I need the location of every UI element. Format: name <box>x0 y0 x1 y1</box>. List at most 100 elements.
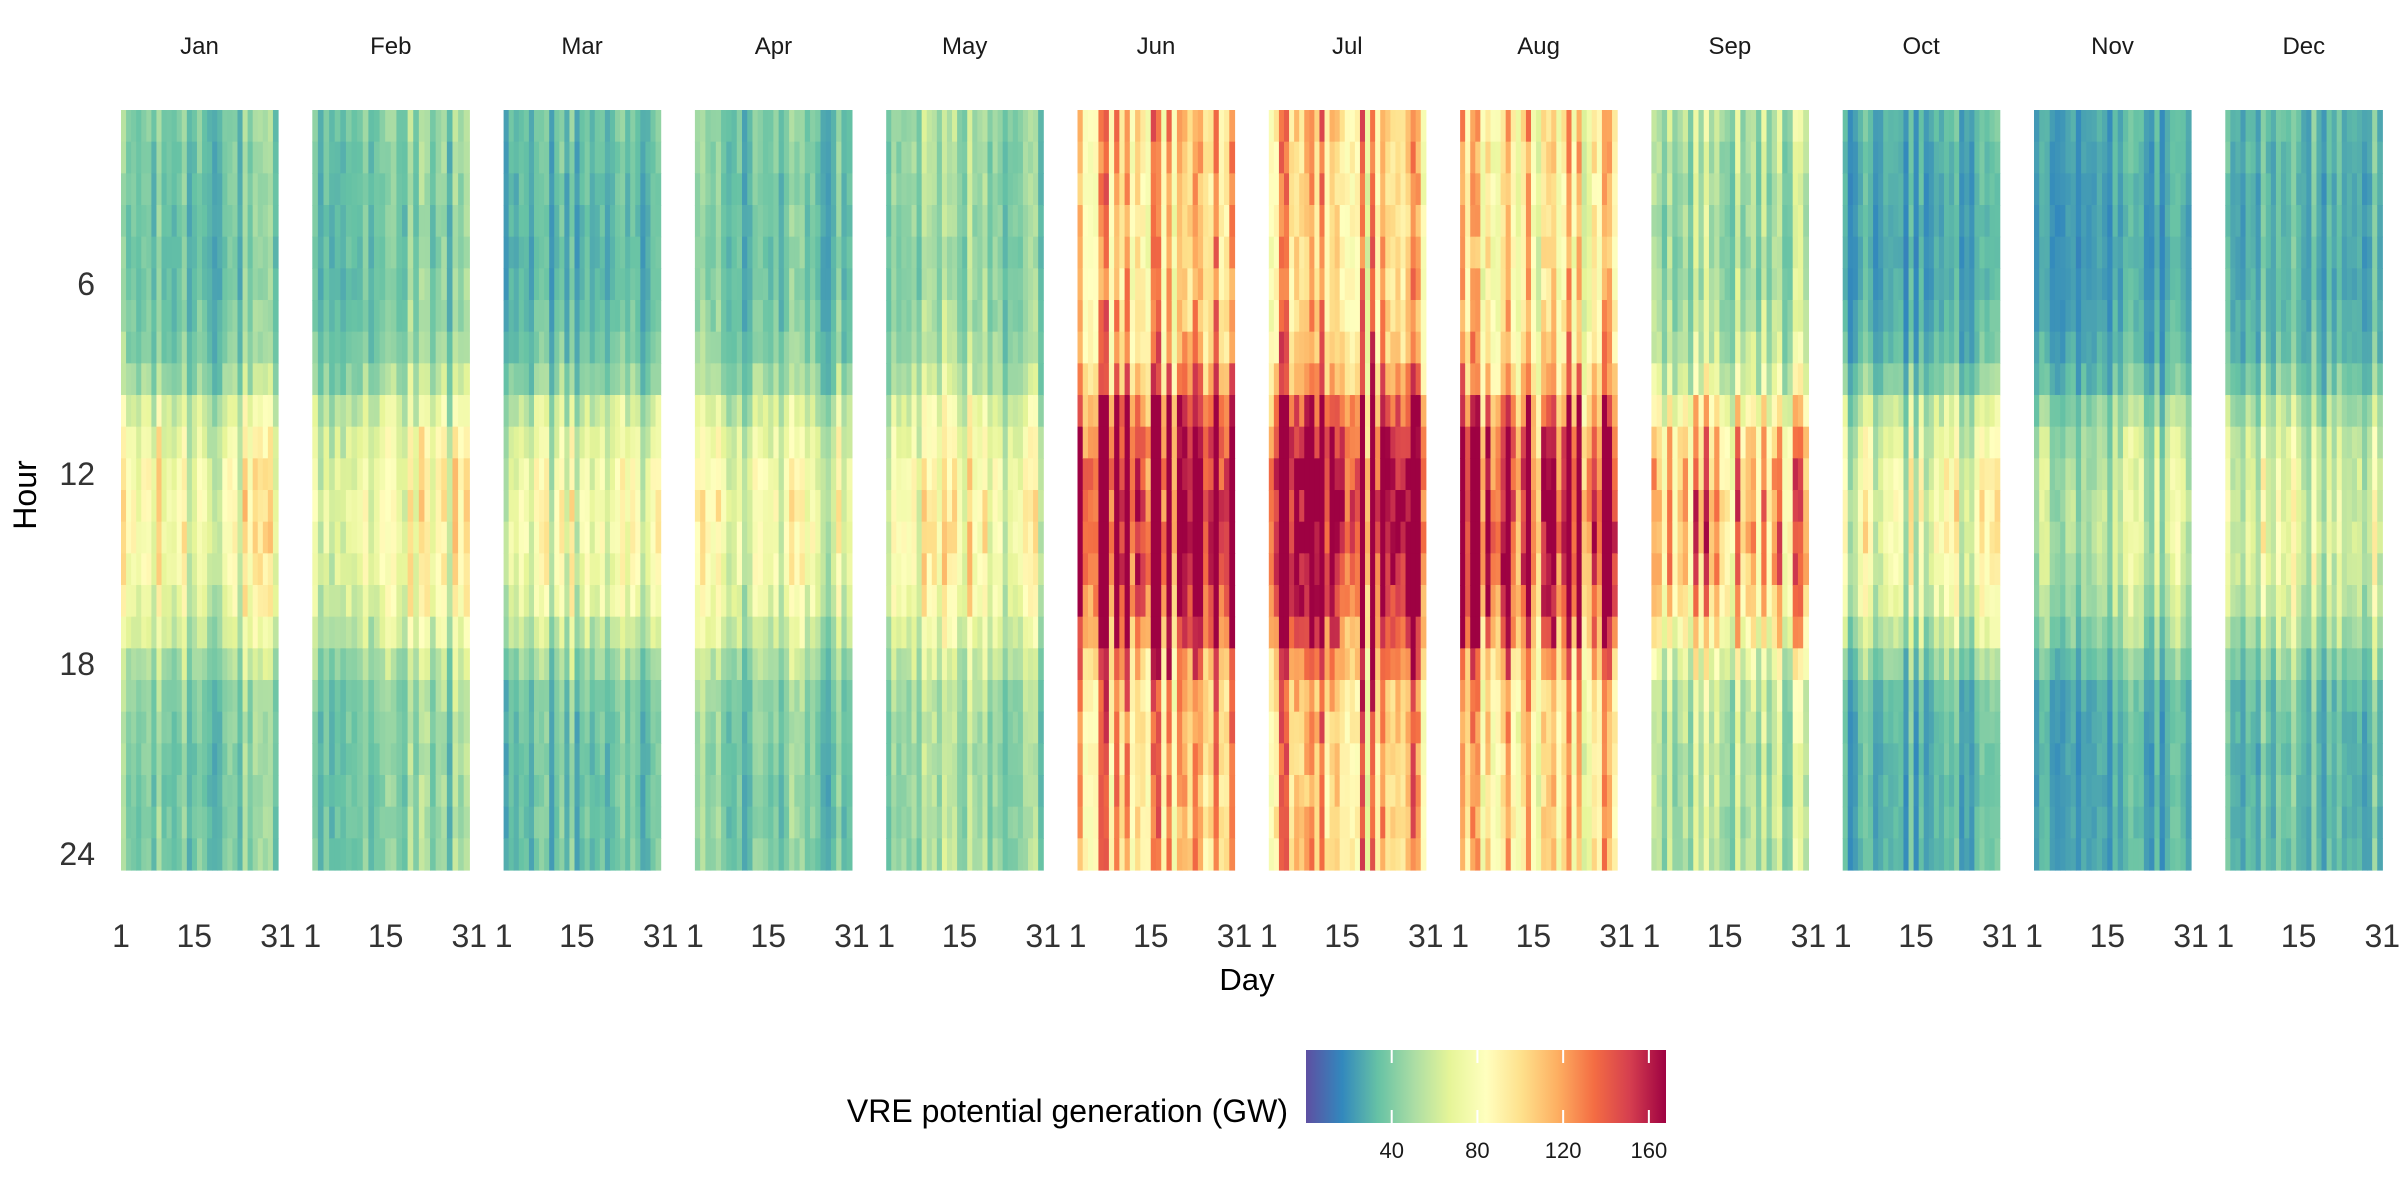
heat-cell <box>1229 711 1236 744</box>
heat-cell <box>742 553 748 586</box>
heat-cell <box>982 680 989 713</box>
heat-cell <box>1033 680 1039 713</box>
heat-cell <box>503 490 510 523</box>
heat-cell <box>1273 395 1280 428</box>
heat-cell <box>1208 616 1215 649</box>
heat-cell <box>901 806 908 839</box>
heat-cell <box>1182 268 1188 301</box>
heat-cell <box>820 236 827 269</box>
heat-cell <box>508 743 515 776</box>
heat-cell <box>1324 711 1331 744</box>
heat-cell <box>721 838 727 871</box>
heat-cell <box>640 141 646 174</box>
heat-cell <box>379 553 386 586</box>
heat-cell <box>1129 268 1136 301</box>
heat-cell <box>799 363 806 396</box>
heat-cell <box>262 490 269 523</box>
heat-cell <box>373 300 381 333</box>
heat-cell <box>156 458 163 491</box>
heat-cell <box>736 806 743 839</box>
heat-cell <box>121 775 127 808</box>
heat-cell <box>518 236 525 269</box>
heat-cell <box>710 711 717 744</box>
heat-cell <box>176 331 183 364</box>
heat-cell <box>569 553 576 586</box>
heat-cell <box>584 395 591 428</box>
heat-cell <box>146 141 152 174</box>
heat-cell <box>594 110 601 143</box>
heat-cell <box>1145 648 1152 681</box>
heat-cell <box>513 806 520 839</box>
heat-cell <box>340 110 347 143</box>
heat-cell <box>202 648 208 681</box>
heat-cell <box>247 236 254 269</box>
heat-cell <box>926 395 933 428</box>
heat-cell <box>700 490 706 523</box>
heat-cell <box>886 110 892 143</box>
heat-cell <box>373 141 381 174</box>
heat-cell <box>726 806 733 839</box>
heat-cell <box>936 490 943 523</box>
heat-cell <box>151 775 158 808</box>
heat-cell <box>987 648 994 681</box>
heat-cell <box>559 521 565 554</box>
x-tick-label: 31 <box>643 918 679 954</box>
heat-cell <box>1365 110 1371 143</box>
heat-cell <box>212 838 218 871</box>
heat-cell <box>584 521 591 554</box>
heat-cell <box>385 236 392 269</box>
heat-cell <box>242 743 249 776</box>
heat-cell <box>1161 363 1168 396</box>
heat-cell <box>232 268 239 301</box>
heat-cell <box>931 268 938 301</box>
heat-cell <box>1182 458 1188 491</box>
heat-cell <box>700 838 706 871</box>
heat-cell <box>334 806 341 839</box>
heat-cell <box>1203 585 1209 618</box>
heat-cell <box>752 173 759 206</box>
heat-cell <box>710 363 717 396</box>
heat-cell <box>146 838 152 871</box>
heat-cell <box>196 363 203 396</box>
heat-cell <box>272 553 279 586</box>
heat-cell <box>579 838 586 871</box>
heat-cell <box>186 331 193 364</box>
heat-cell <box>1334 553 1341 586</box>
heat-cell <box>757 616 764 649</box>
heat-cell <box>202 743 208 776</box>
heat-cell <box>267 458 274 491</box>
heat-cell <box>694 680 701 713</box>
heat-cell <box>523 300 530 333</box>
heat-cell <box>181 268 188 301</box>
heat-cell <box>539 331 545 364</box>
heat-cell <box>202 395 208 428</box>
heat-cell <box>579 205 586 238</box>
heat-cell <box>1182 426 1188 459</box>
heat-cell <box>323 236 330 269</box>
heat-cell <box>726 680 733 713</box>
heat-cell <box>368 426 375 459</box>
heat-cell <box>136 680 142 713</box>
heat-cell <box>1077 300 1084 333</box>
heat-cell <box>731 521 738 554</box>
heat-cell <box>1017 521 1024 554</box>
heat-cell <box>1135 331 1141 364</box>
heat-cell <box>1278 806 1285 839</box>
heat-cell <box>815 648 822 681</box>
heat-cell <box>896 173 902 206</box>
heat-cell <box>962 806 968 839</box>
heat-cell <box>1278 490 1285 523</box>
heat-cell <box>362 458 369 491</box>
heat-cell <box>1038 521 1044 554</box>
heat-cell <box>430 205 437 238</box>
heat-cell <box>967 490 973 523</box>
heat-cell <box>1087 806 1094 839</box>
heat-cell <box>1156 838 1162 871</box>
heat-cell <box>1156 775 1162 808</box>
heat-cell <box>452 680 459 713</box>
heat-cell <box>202 363 208 396</box>
heat-cell <box>1093 363 1100 396</box>
heat-cell <box>1213 395 1220 428</box>
heat-cell <box>267 648 274 681</box>
heat-cell <box>1304 648 1310 681</box>
